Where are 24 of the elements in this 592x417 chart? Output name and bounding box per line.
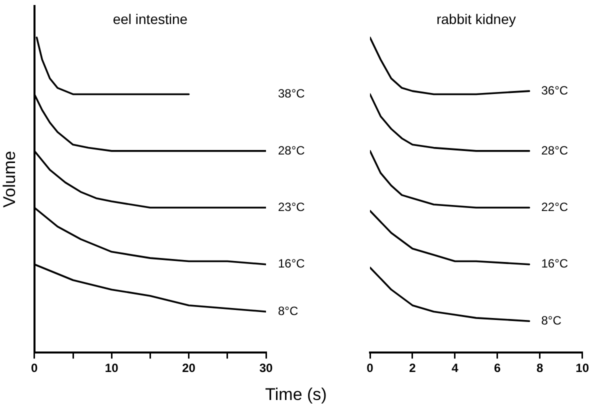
x-tick-label: 2 (409, 361, 416, 376)
x-tick-label: 30 (259, 361, 273, 376)
series-label: 23°C (278, 200, 306, 214)
series-label: 16°C (541, 256, 568, 271)
x-tick-label: 20 (182, 361, 196, 376)
y-axis-title: Volume (0, 150, 19, 208)
x-tick-label: 4 (452, 361, 459, 376)
chart-title: rabbit kidney (436, 10, 516, 27)
series-label: 8°C (278, 304, 298, 318)
series-label: 28°C (541, 143, 568, 158)
series-label: 16°C (278, 256, 306, 271)
series-label: 8°C (541, 313, 562, 328)
x-tick-label: 6 (494, 361, 502, 376)
text: 38°C (278, 86, 306, 101)
series-label: 22°C (541, 200, 568, 214)
x-tick-label: 10 (576, 361, 590, 376)
x-tick-label: 0 (366, 361, 374, 376)
x-tick-label: 8 (536, 361, 544, 376)
x-tick-label: 0 (31, 361, 38, 376)
x-tick-label: 10 (104, 361, 119, 376)
series-label: 36°C (541, 83, 568, 98)
series-label: 28°C (278, 143, 306, 158)
chart-title: eel intestine (112, 10, 188, 27)
x-axis-title: Time (s) (264, 385, 328, 405)
